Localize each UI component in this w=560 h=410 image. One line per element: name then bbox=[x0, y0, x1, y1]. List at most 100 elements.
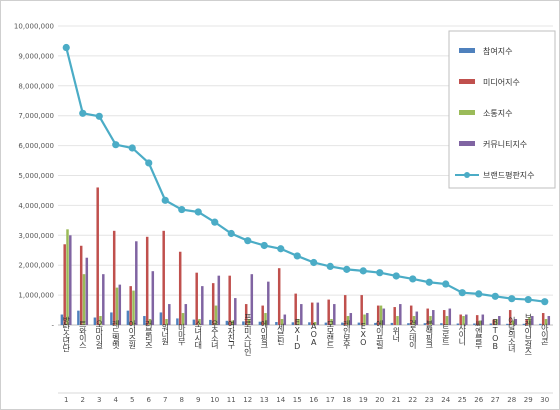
bar bbox=[426, 308, 429, 325]
bar bbox=[508, 310, 512, 325]
bar bbox=[514, 319, 518, 325]
x-rank-label: 14 bbox=[276, 396, 285, 404]
bar bbox=[176, 318, 179, 325]
x-category-label: 우주소녀 bbox=[210, 320, 219, 350]
bar bbox=[531, 316, 534, 325]
bar bbox=[300, 304, 303, 325]
bar bbox=[77, 310, 80, 325]
x-category-label: 방탄소년단 bbox=[61, 316, 70, 353]
legend-marker bbox=[464, 172, 470, 178]
x-category-label: 소녀시대 bbox=[194, 320, 203, 350]
bar bbox=[96, 187, 99, 325]
x-category-label: 오마이걸 bbox=[94, 320, 103, 349]
line-point bbox=[211, 218, 219, 226]
bar bbox=[539, 323, 542, 325]
y-tick-label: 6,000,000 bbox=[18, 142, 54, 150]
bar bbox=[99, 316, 102, 325]
legend-swatch bbox=[459, 48, 475, 53]
x-category-label: 러블리즈 bbox=[144, 320, 153, 348]
x-category-label: 레인보우 bbox=[342, 320, 351, 350]
bar bbox=[135, 241, 138, 325]
bar bbox=[102, 274, 105, 325]
bar bbox=[363, 314, 366, 325]
x-rank-label: 5 bbox=[130, 396, 134, 404]
line-point bbox=[491, 292, 499, 300]
bar bbox=[324, 322, 328, 325]
x-category-label: 브레이브걸스 bbox=[524, 313, 533, 355]
x-rank-label: 8 bbox=[180, 396, 184, 404]
x-rank-label: 24 bbox=[441, 396, 450, 404]
bar bbox=[225, 320, 229, 325]
bar bbox=[151, 271, 155, 325]
x-rank-label: 11 bbox=[227, 396, 236, 404]
x-rank-label: 6 bbox=[147, 396, 152, 404]
line-point bbox=[541, 298, 549, 306]
bar bbox=[308, 322, 311, 325]
bar bbox=[118, 284, 122, 325]
line-point bbox=[128, 144, 136, 152]
line-point bbox=[79, 109, 87, 117]
bar bbox=[165, 319, 168, 325]
line-point bbox=[178, 205, 186, 214]
line-point bbox=[359, 267, 367, 275]
bar bbox=[126, 310, 130, 325]
bar bbox=[544, 319, 548, 325]
x-rank-label: 25 bbox=[458, 396, 467, 404]
x-rank-label: 26 bbox=[474, 396, 483, 404]
x-rank-label: 28 bbox=[507, 396, 516, 404]
x-category-label: 여자친구 bbox=[226, 319, 235, 350]
bar bbox=[448, 308, 452, 325]
bar bbox=[198, 319, 201, 325]
bar bbox=[492, 319, 495, 325]
line-point bbox=[508, 295, 516, 303]
line-point bbox=[524, 295, 532, 304]
x-category-label: 아이즈원 bbox=[127, 319, 136, 349]
bar bbox=[330, 319, 333, 325]
y-tick-label: 10,000,000 bbox=[14, 23, 54, 31]
x-category-label: 세븐틴 bbox=[276, 324, 285, 346]
bar bbox=[181, 313, 185, 325]
bar bbox=[396, 316, 399, 325]
bar bbox=[93, 317, 97, 325]
bar bbox=[475, 315, 479, 325]
x-rank-label: 1 bbox=[64, 396, 68, 404]
bar bbox=[327, 299, 330, 325]
line-point bbox=[145, 159, 153, 167]
x-category-label: 블랙핑크 bbox=[425, 319, 434, 348]
line-point bbox=[277, 245, 285, 253]
legend-label: 브랜드평판지수 bbox=[483, 170, 535, 180]
x-rank-label: 13 bbox=[260, 396, 269, 404]
bar bbox=[528, 317, 531, 325]
bar bbox=[465, 314, 468, 325]
bar bbox=[209, 319, 212, 325]
bar bbox=[115, 287, 119, 325]
bar bbox=[379, 305, 383, 325]
x-rank-label: 12 bbox=[243, 396, 252, 404]
legend-label: 커뮤니티지수 bbox=[483, 139, 527, 149]
line-point bbox=[310, 258, 318, 267]
bar bbox=[393, 307, 396, 325]
y-tick-label: 4,000,000 bbox=[18, 202, 54, 210]
bar bbox=[143, 316, 146, 325]
x-rank-label: 9 bbox=[196, 396, 200, 404]
bar bbox=[316, 302, 320, 325]
line-point bbox=[458, 289, 466, 297]
bar bbox=[407, 323, 410, 325]
bar bbox=[148, 319, 152, 325]
bar bbox=[217, 275, 221, 325]
bar bbox=[112, 230, 116, 325]
x-category-label: 샤이니 bbox=[457, 323, 466, 347]
bar bbox=[478, 320, 482, 325]
bar bbox=[201, 286, 204, 325]
bar bbox=[192, 319, 196, 325]
bar bbox=[63, 244, 66, 325]
line-series bbox=[62, 43, 549, 306]
y-tick-label: 9,000,000 bbox=[18, 52, 54, 60]
bar bbox=[506, 323, 509, 325]
line-point bbox=[343, 265, 351, 273]
line-point bbox=[112, 141, 120, 149]
legend-swatch bbox=[459, 79, 475, 84]
bar bbox=[145, 236, 149, 325]
